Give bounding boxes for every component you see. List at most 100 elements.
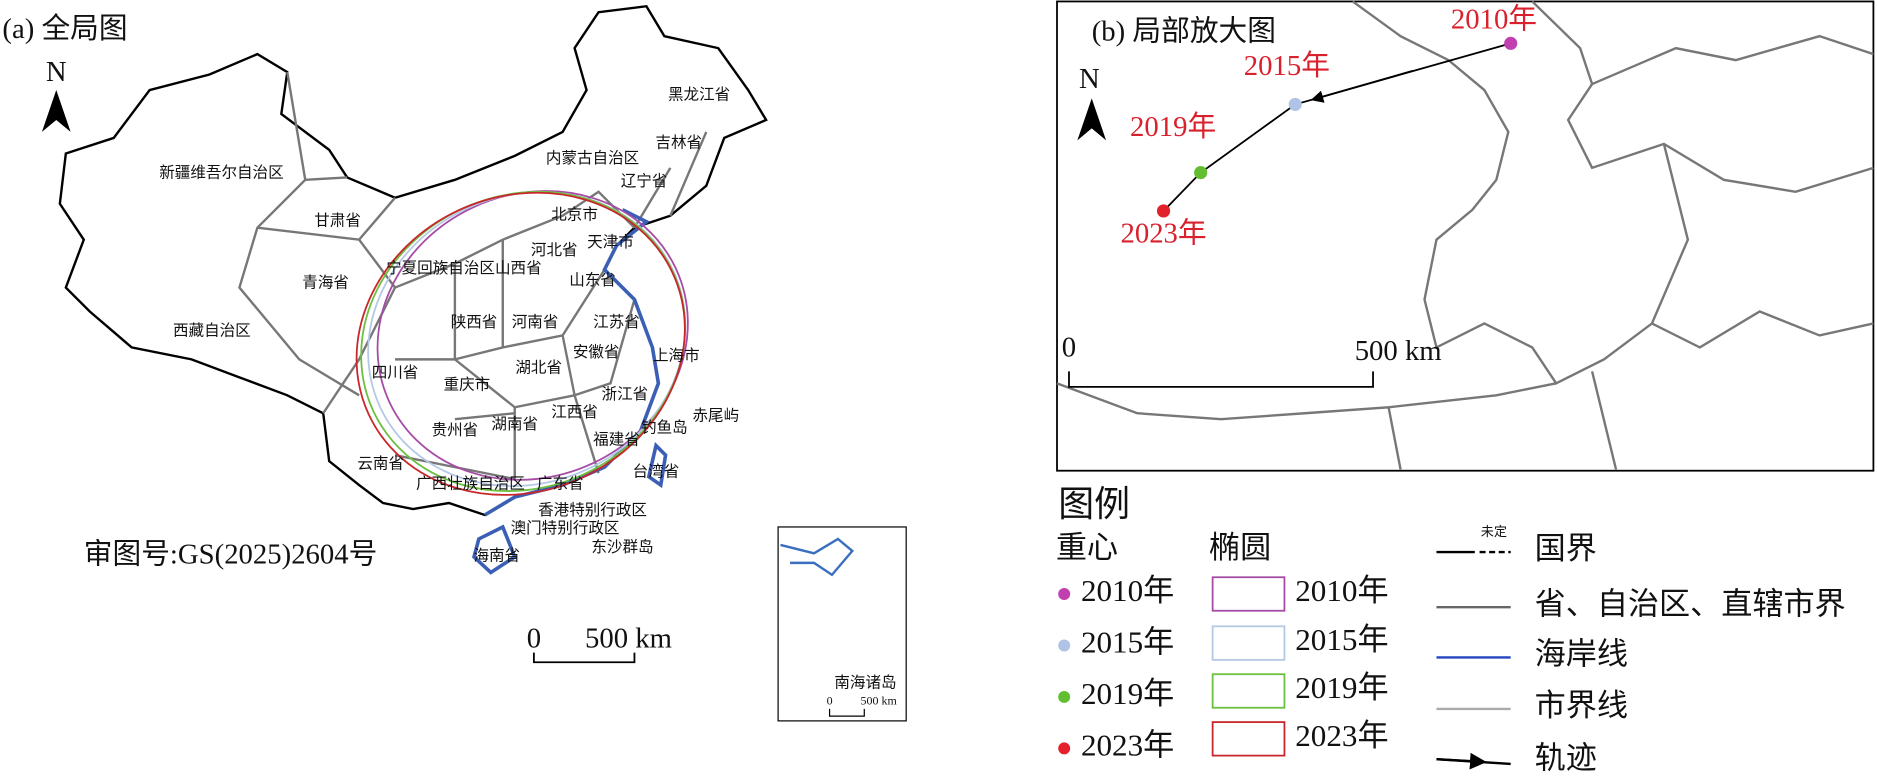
region-label: 香港特别行政区	[538, 501, 647, 519]
sde-ellipse	[376, 190, 689, 481]
scale-zero-b: 0	[1062, 331, 1076, 363]
region-label: 河南省	[512, 313, 559, 331]
region-label: 天津市	[587, 233, 634, 251]
region-label: 四川省	[372, 363, 419, 381]
centroid-label: 2019年	[1130, 111, 1216, 143]
inset-scale-zero: 0	[827, 693, 833, 707]
region-label: 浙江省	[602, 385, 649, 403]
legend-line-label: 市界线	[1535, 688, 1628, 723]
legend-ellipse-label: 2010年	[1295, 573, 1388, 608]
centroid-label: 2015年	[1244, 50, 1330, 82]
region-label: 钓鱼岛	[641, 418, 688, 436]
centroid-point	[1156, 204, 1171, 218]
china-map	[41, 4, 768, 575]
legend-centroid-label: 2019年	[1081, 676, 1174, 711]
legend-centroid-marker	[1058, 588, 1071, 600]
region-label: 广西壮族自治区	[416, 475, 525, 493]
legend-ellipse-swatch	[1211, 625, 1286, 661]
region-label: 北京市	[551, 205, 598, 223]
north-label: N	[46, 56, 67, 88]
province-borders	[238, 71, 708, 481]
region-label: 海南省	[473, 546, 520, 564]
centroids: 2010年 2015年 2019年 2023年	[1120, 3, 1537, 249]
region-label: 江苏省	[593, 313, 640, 331]
region-label: 新疆维吾尔自治区	[159, 163, 283, 181]
region-label: 安徽省	[573, 343, 620, 361]
legend-title: 图例	[1058, 484, 1130, 524]
region-label: 澳门特别行政区	[511, 519, 620, 537]
legend-ellipse-label: 2015年	[1295, 622, 1388, 657]
scale-zero: 0	[527, 622, 541, 654]
panel-title-b: (b) 局部放大图	[1092, 15, 1276, 47]
inset-scale	[828, 708, 865, 717]
inset-coast	[780, 537, 855, 577]
centroid-point	[1288, 97, 1302, 111]
scale-bar-b	[1068, 371, 1374, 388]
legend-line-label: 轨迹	[1535, 741, 1597, 776]
scale-bar	[532, 652, 636, 664]
legend-centroid-header: 重心	[1056, 530, 1118, 565]
legend-centroid-marker	[1058, 639, 1071, 652]
region-label: 山东省	[569, 271, 616, 289]
ellipses	[355, 190, 689, 496]
region-label: 青海省	[302, 274, 349, 292]
region-label: 山西省	[495, 259, 542, 277]
legend-centroid-label: 2023年	[1081, 728, 1174, 763]
region-label: 东沙群岛	[591, 538, 653, 556]
region-label: 台湾省	[633, 463, 680, 481]
region-label: 陕西省	[451, 313, 498, 331]
region-label: 赤尾屿	[693, 406, 740, 424]
legend-line-label: 省、自治区、直辖市界	[1535, 586, 1846, 621]
region-label: 河北省	[531, 241, 578, 259]
legend-centroid-label: 2015年	[1081, 625, 1174, 660]
centroid-label: 2010年	[1451, 3, 1537, 35]
region-label: 内蒙古自治区	[546, 149, 639, 167]
region-label: 云南省	[357, 454, 404, 472]
legend-centroid-label: 2010年	[1081, 573, 1174, 608]
inset-frame	[777, 526, 907, 722]
legend-ellipse-header: 椭圆	[1209, 530, 1271, 565]
north-arrow-b	[1077, 98, 1107, 141]
legend: 2010年 2015年 2019年 2023年 2010年 2015年 2019年 2023年…	[1058, 531, 1846, 776]
legend-ellipse-swatch	[1211, 576, 1286, 612]
centroid-label: 2023年	[1120, 218, 1206, 250]
region-label: 广东省	[537, 475, 584, 493]
legend-line-note: 未定	[1481, 524, 1507, 539]
north-label-b: N	[1079, 63, 1100, 95]
region-label: 湖北省	[515, 359, 562, 377]
region-label: 吉林省	[655, 133, 702, 151]
region-label: 辽宁省	[621, 172, 668, 190]
region-label: 西藏自治区	[173, 321, 251, 339]
trajectory-arrow	[1310, 70, 1413, 103]
panel-title: (a) 全局图	[2, 13, 127, 45]
legend-ellipse-swatch	[1211, 673, 1286, 709]
centroid-point	[1504, 36, 1518, 50]
inset-scale-distance: 500 km	[861, 693, 898, 707]
north-arrow	[41, 90, 71, 132]
scale-distance-b: 500 km	[1355, 335, 1442, 367]
zoom-frame	[1056, 0, 1875, 472]
region-label: 贵州省	[432, 421, 479, 439]
legend-ellipse-label: 2019年	[1295, 670, 1388, 705]
legend-ellipse-swatch	[1211, 721, 1286, 757]
region-label: 重庆市	[444, 375, 491, 393]
line-sample-track-arrow	[1436, 752, 1487, 770]
region-label: 黑龙江省	[668, 86, 730, 104]
legend-centroid-marker	[1058, 742, 1071, 755]
region-label: 湖南省	[491, 415, 538, 433]
legend-line-label: 国界	[1535, 531, 1597, 566]
zoom-borders	[1056, 0, 1874, 470]
legend-line-label: 海岸线	[1535, 637, 1628, 672]
inset-title: 南海诸岛	[834, 673, 896, 691]
region-label: 宁夏回族自治区	[386, 259, 495, 277]
region-label: 上海市	[653, 347, 700, 365]
scale-distance: 500 km	[585, 622, 672, 654]
legend-ellipse-label: 2023年	[1295, 718, 1388, 753]
approval-number: 审图号:GS(2025)2604号	[84, 538, 378, 570]
centroid-point	[1194, 166, 1208, 180]
region-label: 福建省	[593, 430, 640, 448]
sde-ellipse	[355, 191, 686, 496]
